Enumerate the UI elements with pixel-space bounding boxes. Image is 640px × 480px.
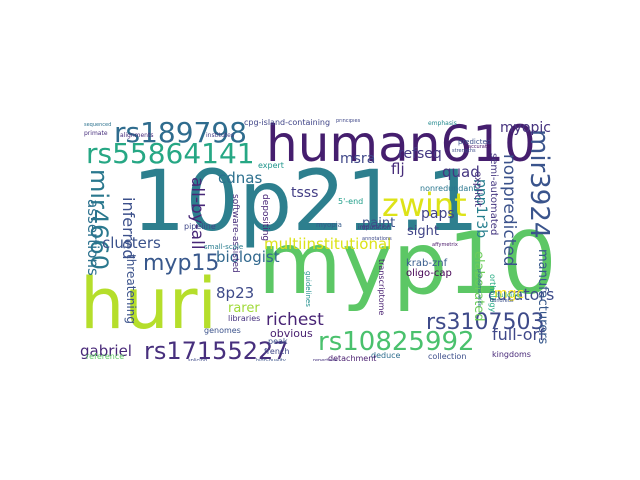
word-refseq: refseq xyxy=(398,146,442,162)
word-rs10825992: rs10825992 xyxy=(318,327,475,357)
word-software-assisted: software-assisted xyxy=(230,194,240,273)
word-sight: sight xyxy=(407,224,439,239)
word-collection: collection xyxy=(428,352,467,361)
word-splicing: splicing xyxy=(188,358,208,362)
word-deduce: deduce xyxy=(371,351,401,360)
word-principles: principles xyxy=(336,119,361,124)
word-obvious: obvious xyxy=(270,327,313,340)
word-myopia: myopia xyxy=(316,221,342,229)
word-annotations: annotations xyxy=(362,236,392,242)
word-strengths: strengths xyxy=(452,148,476,154)
word-10p21-1: 10p21.1 xyxy=(132,152,480,250)
word-rs55864141: rs55864141 xyxy=(86,137,255,170)
word-assertions: assertions xyxy=(84,199,102,276)
word-myp10: myp10 xyxy=(258,214,557,314)
word-rs17155227: rs17155227 xyxy=(144,337,289,361)
word-explicit: explicit xyxy=(472,171,483,207)
word-quad: quad xyxy=(442,163,480,181)
word-sequenced: sequenced xyxy=(84,122,112,128)
word-multiinstitutional: multiinstitutional xyxy=(264,235,392,253)
word-guidelines: guidelines xyxy=(304,271,312,307)
word-flj: flj xyxy=(391,160,405,178)
word-inferred: inferred xyxy=(119,197,138,260)
word-elaborated: elaborated xyxy=(471,251,486,322)
word-institutes: institutes xyxy=(206,132,234,139)
word-emphasis: emphasis xyxy=(428,120,457,127)
word-repertoire: repertoire xyxy=(313,358,338,362)
word-biologist: biologist xyxy=(216,248,280,266)
word-semi-automated: semi-automated xyxy=(488,153,499,236)
word-reference: reference xyxy=(86,352,125,361)
word-myopic: myopic xyxy=(500,120,551,136)
word-huri: huri xyxy=(80,263,217,345)
word-rs189798: rs189798 xyxy=(114,119,247,149)
word-rarer: rarer xyxy=(228,301,260,316)
word-8p23: 8p23 xyxy=(216,284,255,302)
word-detachment: detachment xyxy=(328,354,377,362)
word-imputation: imputation xyxy=(358,224,391,231)
word-ppp1r3b: ppp1r3b xyxy=(473,179,489,239)
word-genomes: genomes xyxy=(204,326,241,335)
word-expert: expert xyxy=(258,161,284,170)
word-alignments: alignments xyxy=(120,132,154,139)
word-mir4660: mir4660 xyxy=(85,169,113,270)
word-small-scale: small-scale xyxy=(204,243,244,251)
word-kingdoms: kingdoms xyxy=(492,350,531,359)
word-clusters: clusters xyxy=(102,234,161,252)
word-human610: human610 xyxy=(266,119,536,173)
word-accurate: accurate xyxy=(468,144,490,150)
word-myp15: myp15 xyxy=(143,251,220,276)
word-threatening: threatening xyxy=(124,254,138,324)
word-richest: richest xyxy=(266,310,324,330)
word-curators: curators xyxy=(488,285,555,304)
word-orthology: orthology xyxy=(488,274,497,313)
word-all-by-all: all-by-all xyxy=(187,177,207,250)
word-libraries: libraries xyxy=(228,314,261,323)
word-mgc: mgc xyxy=(494,286,525,302)
word-building: building xyxy=(496,292,521,299)
word-depositing: depositing xyxy=(260,194,270,242)
word-manufacturers: manufacturers xyxy=(535,249,550,345)
word-nonredundant: nonredundant xyxy=(420,184,477,193)
word-peak: peak xyxy=(268,337,288,346)
word-5-end: 5'-end xyxy=(338,197,364,206)
word-rs3107503: rs3107503 xyxy=(426,310,545,335)
word-nonpredicted: nonpredicted xyxy=(499,154,519,267)
word-high-quality: high-quality xyxy=(256,358,286,362)
word-gabriel: gabriel xyxy=(80,342,132,360)
word-krab-znf: krab-znf xyxy=(406,258,448,269)
word-pipeline: pipeline xyxy=(184,222,216,231)
word-hundreds: hundreds xyxy=(490,298,514,304)
word-oligo-cap: oligo-cap xyxy=(406,268,452,279)
word-cpg-island-containing: cpg-island-containing xyxy=(244,119,331,127)
word-paint: paint xyxy=(362,216,396,231)
word-french: french xyxy=(264,347,290,356)
word-transcriptome: transcriptome xyxy=(377,259,386,316)
word-msra: msra xyxy=(340,151,376,167)
word-paps: paps xyxy=(421,206,455,222)
word-tsss: tsss xyxy=(291,185,319,201)
word-predicted: predicted xyxy=(458,138,492,146)
word-mir3924: mir3924 xyxy=(524,129,554,239)
word-proteome-wide: proteome-wide xyxy=(476,269,482,307)
word-primate: primate xyxy=(84,130,108,137)
word-full-orf: full-orf xyxy=(492,325,545,344)
word-cdnas: cdnas xyxy=(218,169,263,187)
word-zwint: zwint xyxy=(382,186,467,224)
word-affymetrix: affymetrix xyxy=(432,242,458,248)
word-cloud: 10p21.1 myp10 human610 huri rs189798 rs5… xyxy=(80,119,560,361)
